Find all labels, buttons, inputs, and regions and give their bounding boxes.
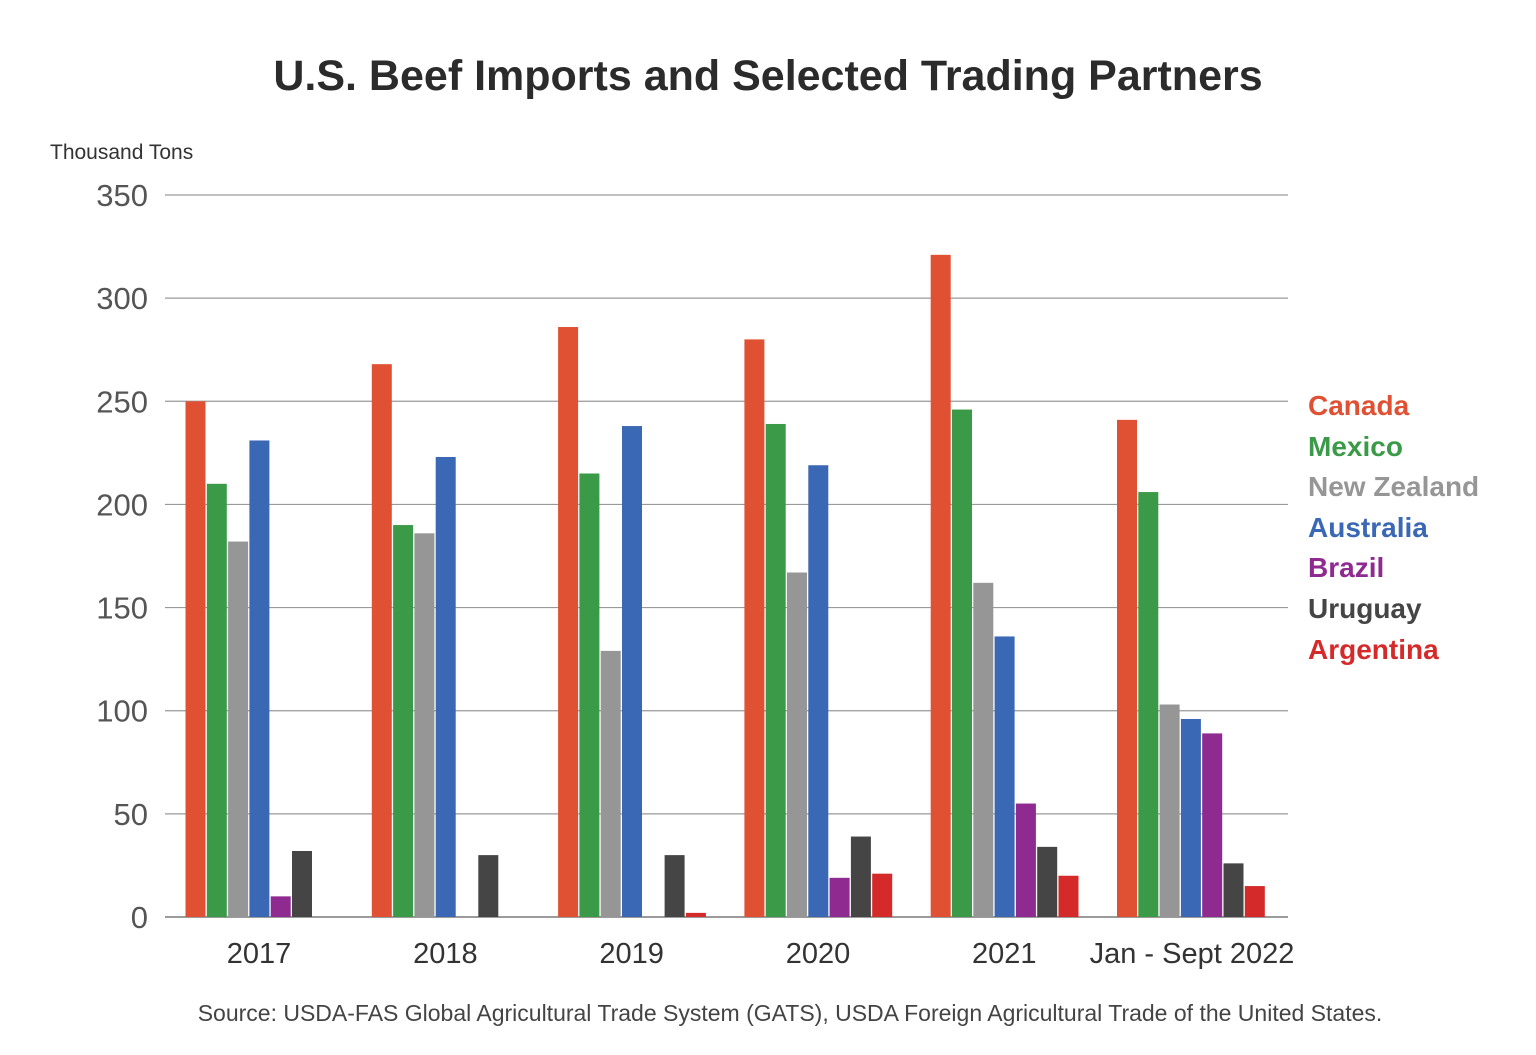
x-tick-label: 2019 — [599, 938, 664, 970]
bar-mexico-2018 — [393, 525, 414, 917]
bar-new-zealand-2018 — [414, 533, 435, 917]
bar-mexico-2021 — [952, 409, 972, 917]
bar-new-zealand-2019 — [600, 650, 621, 917]
bar-brazil-2020 — [829, 877, 850, 917]
x-tick-label: 2020 — [786, 938, 851, 970]
bar-argentina-2019 — [685, 912, 706, 917]
legend-item-canada: Canada — [1308, 390, 1410, 421]
x-tick-label: 2017 — [227, 938, 292, 970]
y-tick-label: 100 — [96, 694, 148, 729]
legend-item-argentina: Argentina — [1308, 633, 1439, 665]
x-tick-label: 2021 — [972, 938, 1037, 970]
y-tick-label: 200 — [96, 487, 148, 522]
bar-australia-2019 — [622, 426, 642, 917]
y-tick-label: 0 — [131, 900, 148, 935]
x-tick-label: Jan - Sept 2022 — [1090, 938, 1295, 970]
bar-australia-2017 — [249, 440, 270, 917]
bar-mexico-jan---sept-2022 — [1138, 492, 1159, 917]
bar-mexico-2020 — [765, 423, 786, 917]
bar-australia-2020 — [808, 465, 829, 917]
y-axis-label: Thousand Tons — [50, 141, 193, 164]
y-tick-labels: 0 50 100 150 200 250 300 350 — [96, 178, 148, 935]
bar-argentina-jan---sept-2022 — [1244, 886, 1265, 917]
chart-title: U.S. Beef Imports and Selected Trading P… — [273, 52, 1263, 100]
bar-new-zealand-2017 — [228, 541, 249, 917]
bar-mexico-2017 — [206, 483, 227, 917]
bar-brazil-2017 — [270, 896, 291, 917]
y-tick-label: 350 — [96, 178, 148, 213]
y-tick-label: 150 — [96, 591, 148, 626]
bar-argentina-2021 — [1058, 875, 1079, 917]
bar-argentina-2020 — [872, 873, 893, 917]
bar-canada-2021 — [930, 254, 951, 917]
bar-uruguay-2020 — [850, 836, 871, 917]
y-tick-label: 300 — [96, 281, 148, 316]
legend-item-brazil: Brazil — [1308, 552, 1385, 584]
bar-new-zealand-2020 — [787, 572, 807, 917]
y-tick-label: 250 — [96, 384, 148, 419]
bar-mexico-2019 — [579, 473, 600, 917]
bar-brazil-jan---sept-2022 — [1202, 733, 1223, 917]
bar-canada-2018 — [371, 364, 392, 917]
bar-canada-2020 — [744, 339, 765, 917]
bar-canada-jan---sept-2022 — [1117, 419, 1137, 917]
legend-item-mexico: Mexico — [1308, 430, 1403, 462]
bar-australia-jan---sept-2022 — [1180, 718, 1201, 917]
legend: Canada Mexico New Zealand Australia Brazil Ur… — [1308, 386, 1479, 670]
bar-australia-2018 — [435, 456, 456, 917]
grid-lines — [165, 194, 1288, 918]
legend-item-australia: Australia — [1308, 511, 1428, 543]
bar-canada-2017 — [185, 401, 206, 917]
bars — [185, 254, 1265, 918]
bar-canada-2019 — [558, 327, 579, 918]
source-note: Source: USDA-FAS Global Agricultural Tra… — [197, 1000, 1383, 1026]
x-tick-label: 2018 — [413, 938, 478, 970]
x-tick-labels: 2017 2018 2019 2020 2021 Jan - Sept 2022 — [227, 938, 1295, 970]
legend-item-uruguay: Uruguay — [1308, 592, 1422, 624]
bar-uruguay-2017 — [292, 850, 312, 917]
bar-uruguay-jan---sept-2022 — [1223, 863, 1244, 917]
bar-uruguay-2019 — [664, 855, 685, 917]
bar-australia-2021 — [994, 636, 1015, 917]
bar-uruguay-2021 — [1037, 846, 1058, 917]
bar-uruguay-2018 — [478, 855, 499, 917]
bar-brazil-2021 — [1015, 803, 1036, 917]
legend-item-new-zealand: New Zealand — [1308, 471, 1480, 503]
bar-new-zealand-2021 — [973, 582, 994, 917]
y-tick-label: 50 — [114, 797, 148, 832]
bar-new-zealand-jan---sept-2022 — [1159, 704, 1180, 917]
